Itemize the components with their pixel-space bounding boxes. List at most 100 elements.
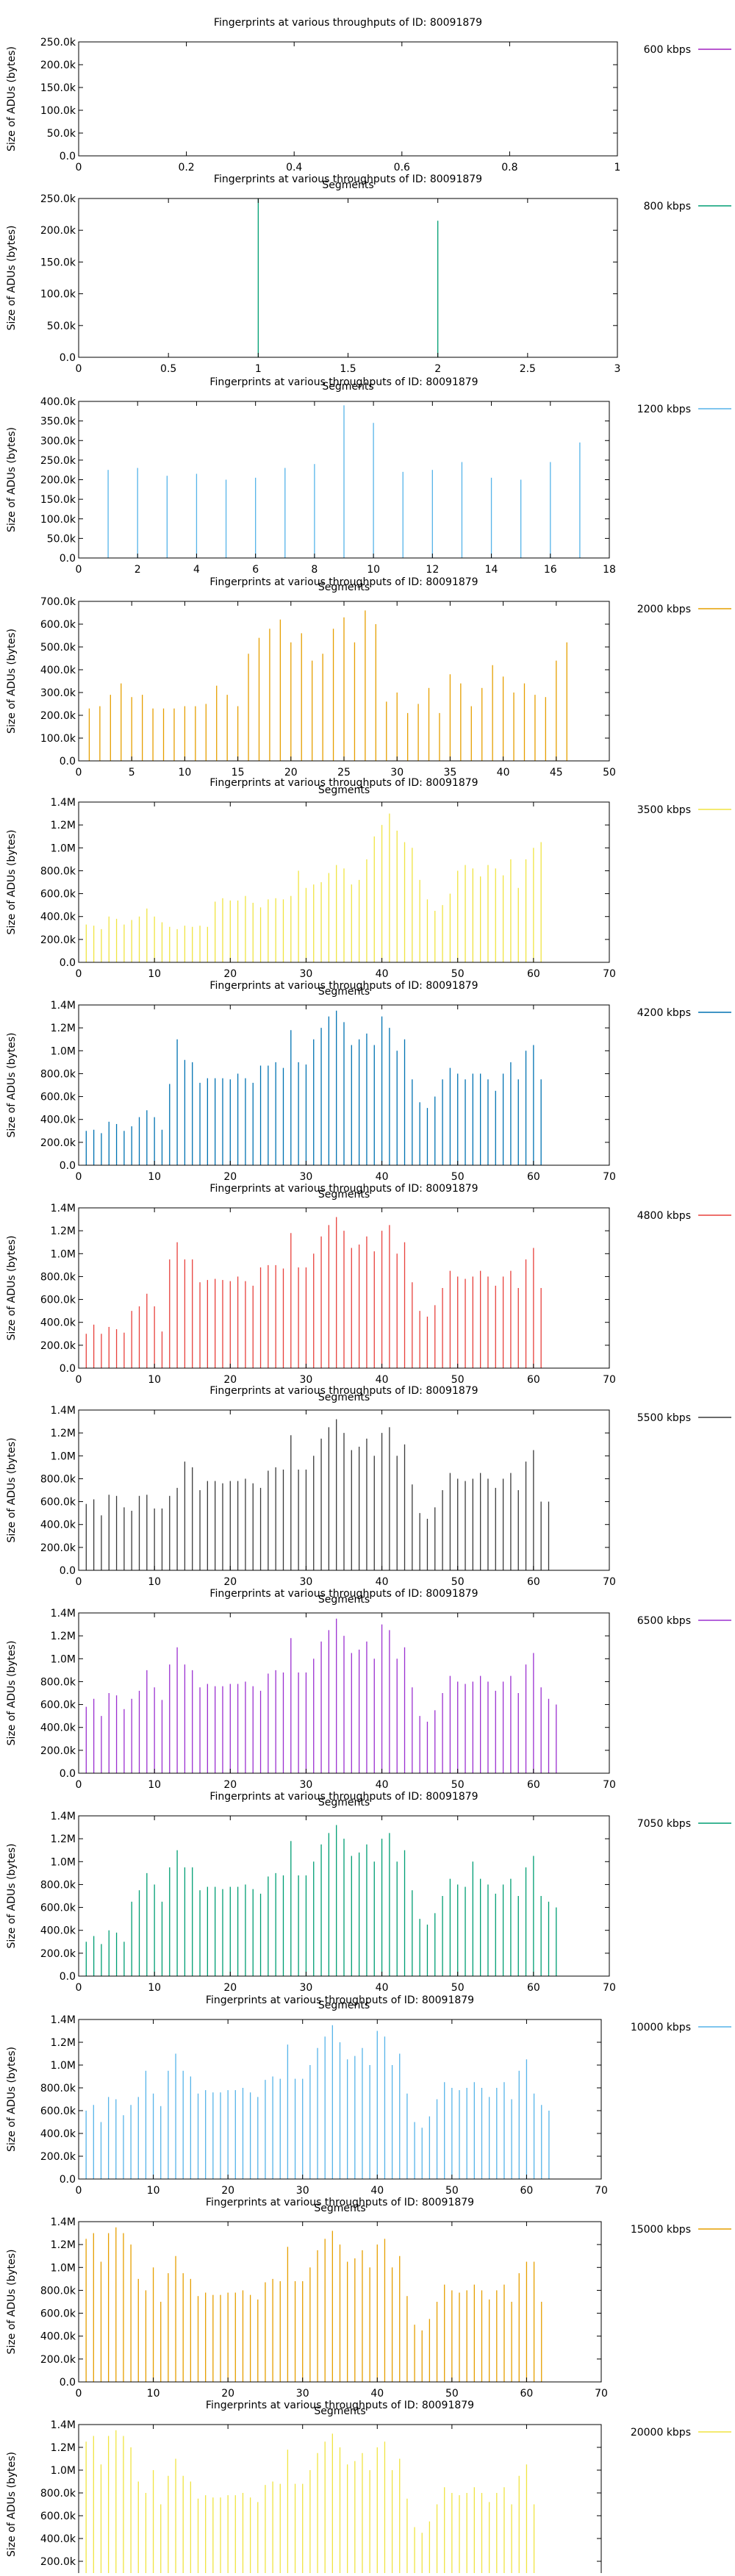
x-tick-label: 20	[223, 968, 237, 980]
x-tick-label: 30	[390, 767, 404, 779]
x-tick-label: 20	[223, 1576, 237, 1588]
y-tick-label: 0.0	[60, 352, 76, 364]
y-tick-label: 1.4M	[51, 1000, 76, 1012]
x-tick-label: 10	[148, 968, 161, 980]
y-tick-label: 200.0k	[40, 1948, 76, 1960]
y-tick-label: 200.0k	[40, 2556, 76, 2568]
x-tick-label: 40	[370, 2185, 384, 2197]
plot-frame	[78, 41, 618, 157]
y-tick-label: 1.0M	[51, 1856, 76, 1868]
y-tick-label: 250.0k	[40, 193, 76, 205]
legend-label: 4800 kbps	[637, 1210, 691, 1222]
x-tick-label: 0	[76, 1982, 82, 1994]
y-tick-label: 200.0k	[40, 475, 76, 487]
x-tick-label: 6	[252, 564, 259, 576]
y-axis-label: Size of ADUs (bytes)	[6, 226, 18, 331]
chart-9: Fingerprints at various throughputs of I…	[6, 1588, 731, 1808]
x-tick-label: 1	[614, 162, 621, 173]
chart-4: Fingerprints at various throughputs of I…	[6, 576, 731, 796]
y-axis-label: Size of ADUs (bytes)	[6, 1641, 18, 1746]
x-tick-label: 45	[550, 767, 563, 779]
x-tick-label: 10	[148, 1171, 161, 1183]
x-tick-label: 70	[603, 1982, 616, 1994]
y-tick-label: 1.2M	[51, 2037, 76, 2049]
x-tick-label: 0.8	[501, 162, 517, 173]
chart-title: Fingerprints at various throughputs of I…	[209, 1588, 478, 1600]
x-axis-label: Segments	[318, 1594, 370, 1606]
x-tick-label: 10	[148, 1576, 161, 1588]
x-tick-label: 20	[284, 767, 298, 779]
x-tick-label: 2	[434, 363, 441, 375]
x-tick-label: 25	[337, 767, 351, 779]
y-tick-label: 1.0M	[51, 1450, 76, 1462]
x-tick-label: 40	[376, 1576, 389, 1588]
plot-frame	[78, 1612, 610, 1774]
y-tick-label: 1.0M	[51, 1653, 76, 1665]
x-tick-label: 40	[376, 1171, 389, 1183]
y-tick-label: 1.0M	[51, 842, 76, 854]
y-tick-label: 200.0k	[40, 225, 76, 237]
y-tick-label: 100.0k	[40, 289, 76, 301]
y-tick-label: 0.0	[60, 151, 76, 162]
chart-title: Fingerprints at various throughputs of I…	[209, 1183, 478, 1195]
y-tick-label: 1.4M	[51, 2014, 76, 2026]
x-tick-label: 0	[76, 564, 82, 576]
x-axis-label: Segments	[314, 2405, 365, 2417]
y-tick-label: 0.0	[60, 756, 76, 768]
y-tick-label: 500.0k	[40, 642, 76, 654]
y-axis-label: Size of ADUs (bytes)	[6, 427, 18, 532]
x-tick-label: 35	[443, 767, 456, 779]
x-tick-label: 0	[76, 2388, 82, 2400]
x-axis-label: Segments	[322, 381, 373, 393]
x-tick-label: 20	[223, 1171, 237, 1183]
x-tick-label: 10	[148, 1779, 161, 1791]
x-tick-label: 1.5	[340, 363, 356, 375]
y-axis-label: Size of ADUs (bytes)	[6, 46, 18, 151]
chart-title: Fingerprints at various throughputs of I…	[209, 980, 478, 992]
x-tick-label: 2	[135, 564, 141, 576]
y-tick-label: 800.0k	[40, 2285, 76, 2297]
x-tick-label: 1	[255, 363, 262, 375]
legend-label: 6500 kbps	[637, 1615, 691, 1627]
y-tick-label: 1.4M	[51, 1203, 76, 1214]
y-tick-label: 1.2M	[51, 1631, 76, 1642]
y-tick-label: 1.0M	[51, 1045, 76, 1057]
y-tick-label: 50.0k	[47, 128, 76, 140]
x-tick-label: 40	[376, 1982, 389, 1994]
y-tick-label: 1.2M	[51, 820, 76, 831]
y-tick-label: 250.0k	[40, 455, 76, 467]
x-tick-label: 60	[527, 1779, 540, 1791]
x-tick-label: 70	[595, 2388, 608, 2400]
x-tick-label: 5	[129, 767, 135, 779]
x-tick-label: 0.2	[178, 162, 194, 173]
y-tick-label: 1.0M	[51, 2060, 76, 2072]
x-tick-label: 10	[147, 2185, 160, 2197]
y-tick-label: 0.0	[60, 1768, 76, 1780]
y-tick-label: 0.0	[60, 1971, 76, 1983]
x-tick-label: 0.6	[394, 162, 410, 173]
x-tick-label: 30	[300, 968, 313, 980]
chart-12: Fingerprints at various throughputs of I…	[6, 2197, 731, 2417]
y-tick-label: 300.0k	[40, 687, 76, 699]
y-tick-label: 600.0k	[40, 2308, 76, 2320]
y-tick-label: 50.0k	[47, 321, 76, 332]
y-tick-label: 400.0k	[40, 2331, 76, 2343]
x-tick-label: 70	[603, 1374, 616, 1386]
y-tick-label: 400.0k	[40, 665, 76, 676]
plot-frame	[78, 2221, 602, 2383]
legend-label: 3500 kbps	[637, 804, 691, 816]
y-tick-label: 200.0k	[40, 1137, 76, 1149]
y-tick-label: 800.0k	[40, 865, 76, 877]
x-axis-label: Segments	[318, 1189, 370, 1201]
x-tick-label: 4	[193, 564, 200, 576]
y-tick-label: 0.0	[60, 1363, 76, 1375]
y-axis-label: Size of ADUs (bytes)	[6, 629, 18, 734]
x-tick-label: 40	[376, 968, 389, 980]
x-tick-label: 60	[520, 2185, 534, 2197]
x-tick-label: 30	[300, 1779, 313, 1791]
x-tick-label: 60	[527, 1171, 540, 1183]
x-tick-label: 10	[147, 2388, 160, 2400]
x-tick-label: 10	[148, 1374, 161, 1386]
x-tick-label: 40	[370, 2388, 384, 2400]
x-tick-label: 30	[300, 1171, 313, 1183]
